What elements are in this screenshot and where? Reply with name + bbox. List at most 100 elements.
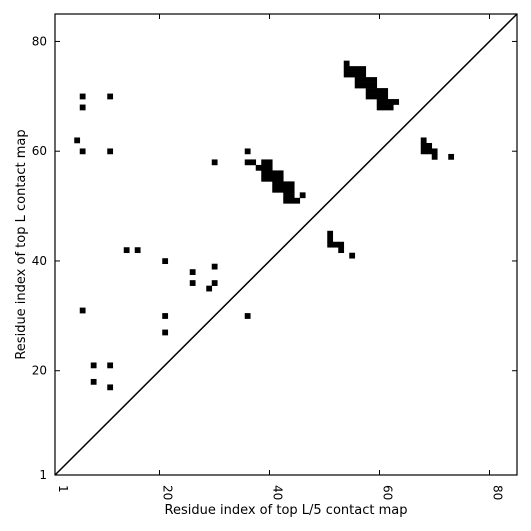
contact-point	[343, 66, 350, 72]
contact-point	[420, 142, 427, 149]
contact-point	[376, 104, 383, 111]
contact-point	[255, 164, 262, 171]
contact-point	[354, 82, 361, 89]
contact-point	[277, 175, 284, 182]
contact-point	[349, 252, 356, 259]
contact-point	[211, 159, 218, 166]
contact-point	[327, 241, 334, 248]
contact-point	[365, 77, 372, 83]
contact-point	[371, 93, 378, 100]
contact-point	[354, 77, 361, 83]
contact-point	[74, 137, 81, 144]
contact-point	[332, 241, 339, 248]
contact-point	[371, 77, 378, 83]
y-tick-label: 80	[32, 34, 47, 48]
contact-point	[382, 104, 389, 111]
x-tick-label: 1	[56, 485, 70, 493]
contact-point	[206, 285, 213, 292]
contact-point	[261, 170, 268, 177]
contact-point	[299, 192, 306, 199]
x-axis-label: Residue index of top L/5 contact map	[165, 503, 408, 518]
contact-point	[211, 280, 218, 286]
x-tick-label: 40	[271, 485, 285, 500]
contact-point	[360, 66, 367, 72]
contact-point	[134, 247, 141, 254]
contact-point	[327, 230, 334, 237]
contact-point	[382, 88, 389, 94]
y-tick-label: 60	[32, 144, 47, 158]
contact-point	[266, 170, 273, 177]
x-tick-label: 20	[161, 485, 175, 500]
contact-point	[244, 313, 251, 319]
contact-point	[393, 99, 400, 105]
contact-point	[272, 186, 279, 193]
contact-point	[266, 159, 273, 166]
contact-point	[288, 192, 295, 199]
contact-point	[90, 378, 97, 385]
contact-point	[79, 104, 86, 111]
contact-point	[371, 82, 378, 89]
contact-point	[294, 197, 301, 204]
contact-point	[272, 170, 279, 177]
contact-point	[244, 159, 251, 166]
contact-point	[266, 164, 273, 171]
x-tick-label: 60	[381, 485, 395, 500]
contact-point	[272, 181, 279, 188]
contact-point	[283, 197, 290, 204]
contact-point	[250, 159, 257, 166]
contact-point	[338, 247, 345, 254]
y-tick-label: 40	[32, 254, 47, 268]
contact-point	[365, 93, 372, 100]
contact-point	[79, 148, 86, 155]
contact-point	[387, 99, 394, 105]
contact-point	[343, 71, 350, 78]
diagonal-line	[54, 13, 518, 476]
contact-point	[343, 60, 350, 67]
contact-point	[162, 313, 169, 319]
contact-point	[79, 307, 86, 314]
contact-point	[261, 175, 268, 182]
contact-point	[382, 93, 389, 100]
contact-point	[90, 362, 97, 369]
contact-point	[371, 88, 378, 94]
y-tick-label: 1	[39, 468, 47, 482]
contact-point	[277, 170, 284, 177]
contact-point	[189, 269, 196, 275]
contact-point	[162, 258, 169, 265]
contact-point	[365, 88, 372, 94]
contact-point	[360, 77, 367, 83]
plot-frame	[54, 13, 518, 476]
contact-point	[420, 137, 427, 144]
contact-point	[360, 82, 367, 89]
axis-ticks: 1 20 40 60 80 1 20 40 60 80	[32, 14, 517, 500]
contact-point	[349, 71, 356, 78]
contact-point	[283, 192, 290, 199]
contact-point	[162, 329, 169, 336]
contact-point	[107, 148, 114, 155]
contact-point	[288, 186, 295, 193]
contact-point	[79, 93, 86, 100]
contact-point	[244, 148, 251, 155]
contact-point	[283, 181, 290, 188]
y-axis-label: Residue index of top L contact map	[14, 129, 29, 359]
contact-point	[349, 66, 356, 72]
contact-point	[448, 153, 455, 160]
contact-point	[261, 159, 268, 166]
contact-point	[283, 186, 290, 193]
contact-point	[288, 181, 295, 188]
contact-point	[123, 247, 130, 254]
contact-point	[426, 148, 433, 155]
contact-point	[420, 148, 427, 155]
contact-point	[360, 71, 367, 78]
contact-point	[354, 66, 361, 72]
contact-point	[272, 175, 279, 182]
contact-points	[74, 60, 455, 391]
contact-point	[189, 280, 196, 286]
x-tick-label: 80	[491, 485, 505, 500]
contact-point	[365, 82, 372, 89]
contact-point	[426, 142, 433, 149]
contact-point	[387, 104, 394, 111]
contact-point	[431, 148, 438, 155]
contact-point	[277, 181, 284, 188]
